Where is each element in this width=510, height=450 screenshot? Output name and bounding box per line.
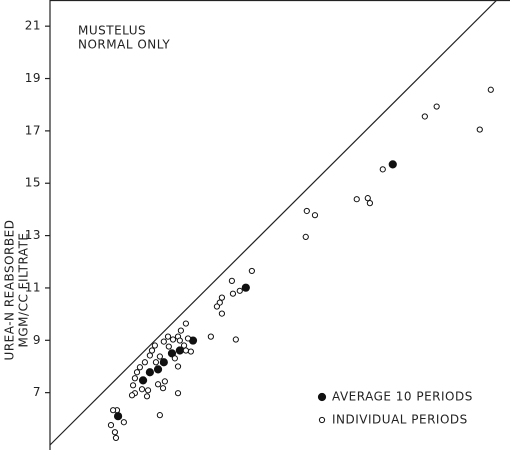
- y-tick-label: 15: [25, 176, 41, 190]
- point: [180, 342, 188, 349]
- point: [154, 381, 162, 388]
- point: [218, 310, 226, 317]
- point: [152, 359, 160, 366]
- point: [144, 387, 152, 394]
- point: [236, 287, 243, 294]
- point: [213, 303, 221, 310]
- point: [187, 348, 194, 355]
- y-tick-label: 13: [25, 228, 41, 242]
- point: [364, 195, 371, 202]
- point: [167, 349, 177, 358]
- chart-title: NORMAL ONLY: [78, 38, 170, 52]
- point: [182, 320, 189, 327]
- point: [138, 386, 146, 393]
- point: [218, 294, 226, 301]
- point: [113, 412, 123, 421]
- point: [156, 353, 163, 360]
- point: [433, 103, 440, 110]
- point: [145, 368, 154, 377]
- point: [109, 407, 117, 414]
- point: [111, 429, 119, 436]
- legend-marker: [317, 392, 327, 402]
- point: [379, 166, 386, 173]
- point: [141, 359, 148, 366]
- point: [160, 338, 167, 345]
- y-tick-label: 21: [25, 19, 41, 33]
- point: [171, 355, 178, 362]
- point: [128, 392, 136, 399]
- point: [311, 212, 319, 219]
- chart-title: MUSTELUS: [78, 24, 146, 38]
- point: [159, 385, 167, 392]
- point: [366, 200, 373, 207]
- point: [156, 412, 163, 419]
- point: [129, 382, 137, 389]
- legend-label: INDIVIDUAL PERIODS: [332, 413, 468, 427]
- point: [353, 196, 360, 203]
- point: [302, 233, 309, 240]
- point: [169, 336, 177, 343]
- point: [177, 327, 185, 334]
- y-tick-label: 7: [33, 385, 41, 399]
- point: [184, 335, 192, 342]
- point: [388, 160, 397, 169]
- point: [182, 347, 189, 354]
- point: [131, 375, 139, 382]
- point: [165, 343, 172, 350]
- point: [161, 378, 168, 385]
- point: [228, 277, 235, 284]
- point: [303, 207, 310, 215]
- point: [146, 352, 153, 359]
- point: [476, 126, 483, 133]
- point: [176, 337, 183, 344]
- point: [159, 358, 168, 367]
- point: [174, 363, 182, 370]
- point: [421, 113, 428, 120]
- point: [487, 86, 494, 93]
- legend-marker: [318, 416, 326, 424]
- point: [229, 290, 237, 297]
- point: [138, 376, 148, 385]
- y-tick-label: 19: [25, 71, 41, 85]
- point: [112, 434, 120, 442]
- point: [241, 283, 250, 292]
- y-tick-label: 11: [25, 280, 41, 294]
- y-axis-label: MGM/CC FILTRATE: [17, 233, 31, 348]
- y-tick-label: 17: [25, 123, 41, 137]
- identity-line: [49, 0, 498, 446]
- point: [164, 333, 172, 340]
- point: [174, 390, 182, 397]
- point: [133, 369, 141, 376]
- y-tick-label: 9: [33, 333, 41, 347]
- point: [107, 422, 115, 429]
- point: [136, 364, 143, 371]
- point: [148, 347, 156, 354]
- point: [120, 419, 127, 426]
- point: [248, 267, 255, 275]
- legend-label: AVERAGE 10 PERIODS: [332, 390, 473, 404]
- point: [207, 333, 214, 340]
- point: [143, 393, 151, 400]
- y-axis-label: UREA-N REABSORBED: [3, 220, 17, 361]
- point: [151, 342, 158, 349]
- point: [153, 365, 163, 374]
- point: [232, 336, 239, 343]
